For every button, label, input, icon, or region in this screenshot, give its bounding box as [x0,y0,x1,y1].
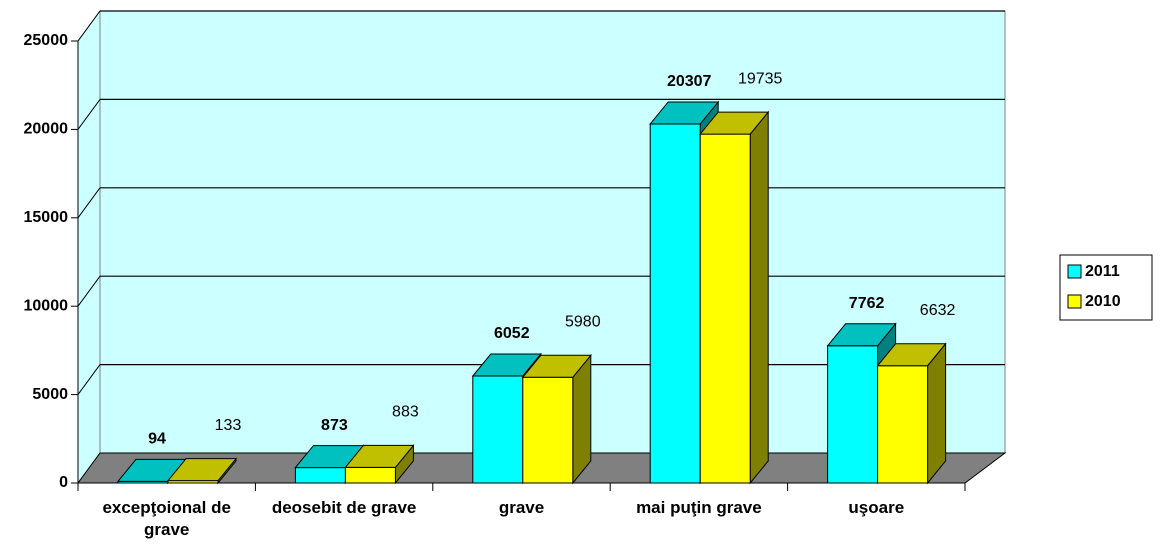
grid-line-side [77,364,101,395]
data-label: 5980 [565,313,601,330]
bar-top [521,354,592,378]
data-label: 94 [148,431,166,448]
bar-front [522,376,574,484]
bar [166,457,238,485]
grid-line-side [77,187,101,219]
bar-front [472,375,524,484]
y-tick-label: 10000 [24,297,69,314]
bar-top [471,353,542,377]
bar-front [877,365,929,484]
y-tick-label: 20000 [24,121,69,138]
legend-swatch [1067,264,1082,279]
data-label: 19735 [738,70,783,87]
bar-top [699,111,770,135]
data-label: 7762 [849,295,885,312]
bar-front [294,467,346,484]
x-tick-label: uşoare [848,498,905,517]
grid-line-side [77,99,101,130]
x-tick-label: deosebit de grave [271,498,417,517]
side-wall [77,9,101,485]
bar [699,110,770,485]
y-tick-label: 0 [59,474,68,491]
bar-front [827,345,879,484]
legend-label: 2011 [1085,263,1120,280]
legend-swatch [1067,294,1082,309]
data-label: 873 [321,417,348,434]
bar-top [344,444,415,468]
x-tick-label: mai puţin grave [636,498,762,517]
data-label: 133 [215,417,242,434]
y-tick-label: 15000 [24,209,69,226]
data-label: 883 [392,404,419,421]
data-label: 6632 [920,302,956,319]
bar-top [166,458,238,482]
data-label: 6052 [494,325,530,342]
bar-top [826,323,897,347]
y-tick-label: 25000 [24,32,69,49]
bar-front [344,466,396,484]
bar-side [927,342,947,485]
x-tick-label: excepţoional de grave [102,498,231,539]
legend-label: 2010 [1085,293,1121,310]
data-label: 20307 [667,73,712,90]
grid-line-side [77,275,101,307]
bar-side [749,110,769,485]
bar-top [876,343,947,367]
bar [344,443,415,485]
bar [521,353,592,485]
grid-line-side [77,10,101,42]
y-tick-label: 5000 [32,386,68,403]
x-tick-label: grave [498,498,545,517]
bar [876,342,947,485]
bar-front [699,133,751,484]
bar-front [649,123,701,484]
bar-top [649,101,720,125]
